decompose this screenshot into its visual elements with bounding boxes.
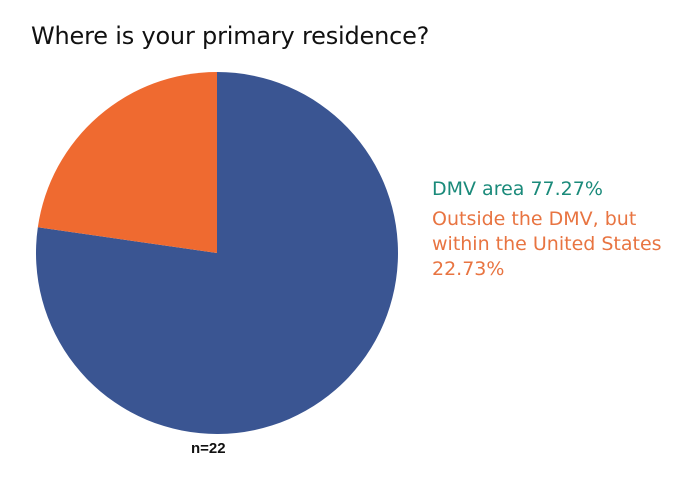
chart-title: Where is your primary residence? xyxy=(31,22,430,50)
pie-slice-outside xyxy=(37,72,217,253)
legend-item-dmv: DMV area 77.27% xyxy=(432,178,603,200)
legend: DMV area 77.27% Outside the DMV, but wit… xyxy=(432,177,697,282)
legend-item-outside: Outside the DMV, but within the United S… xyxy=(432,208,662,280)
sample-size-label: n=22 xyxy=(191,440,226,457)
pie-slice-dmv xyxy=(35,72,398,435)
